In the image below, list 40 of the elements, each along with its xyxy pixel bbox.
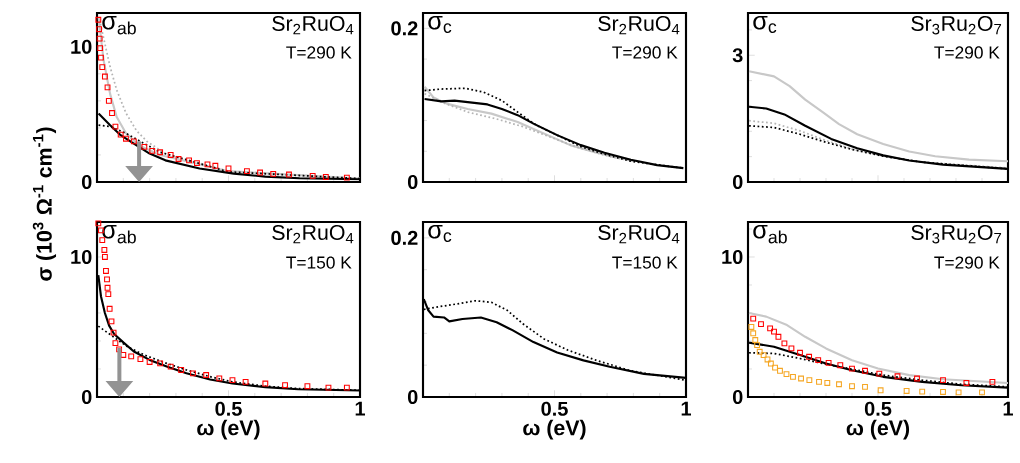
annotation: T=290 K	[934, 46, 1000, 59]
x-axis-title: ω (eV)	[846, 419, 910, 440]
x-tick-label: 0.5	[541, 401, 568, 416]
annotation: σ$_{c}$	[428, 224, 452, 242]
y-tick-label: 0	[732, 174, 743, 190]
annotation: Sr$_{2}$RuO$_{4}$	[272, 15, 354, 35]
x-axis-title: ω (eV)	[197, 419, 260, 440]
annotation: σ$_{ab}$	[102, 15, 136, 35]
y-tick-label: 0.2	[391, 230, 418, 245]
x-tick-label: 1	[1003, 401, 1013, 416]
y-axis-title: σ (10$^{3}$ Ω$^{-1}$ cm$^{-1}$)	[32, 127, 57, 281]
annotation: Sr$_{3}$Ru$_{2}$O$_{7}$	[911, 15, 1002, 35]
y-tick-label: 0	[81, 389, 92, 405]
annotation: σ$_{ab}$	[102, 224, 136, 244]
y-tick-label: 3	[732, 48, 743, 63]
y-tick-label: 0	[732, 389, 743, 405]
annotation: T=290 K	[612, 46, 678, 59]
annotation: T=290 K	[286, 46, 352, 59]
y-tick-label: 10	[71, 39, 92, 54]
annotation: σ$_{c}$	[753, 15, 777, 33]
x-tick-label: 0.5	[215, 401, 242, 416]
x-tick-label: 1	[681, 401, 691, 416]
y-tick-label: 0	[81, 174, 92, 190]
y-tick-label: 10	[722, 249, 743, 265]
annotation: Sr$_{2}$RuO$_{4}$	[598, 224, 680, 244]
annotation: σ$_{ab}$	[753, 224, 787, 244]
annotation: Sr$_{2}$RuO$_{4}$	[272, 224, 354, 244]
annotation: T=150 K	[286, 256, 352, 269]
y-tick-label: 10	[71, 249, 92, 265]
x-tick-label: 0.5	[864, 401, 892, 416]
x-axis-title: ω (eV)	[523, 419, 586, 440]
annotation: Sr$_{3}$Ru$_{2}$O$_{7}$	[911, 224, 1002, 244]
y-tick-label: 0	[407, 174, 418, 190]
y-tick-label: 0.2	[391, 21, 418, 36]
annotation: σ$_{c}$	[428, 15, 452, 33]
y-tick-label: 0	[407, 389, 418, 405]
x-tick-label: 1	[355, 401, 366, 416]
annotation: T=150 K	[612, 256, 678, 269]
annotation: T=290 K	[934, 256, 1000, 269]
annotation: Sr$_{2}$RuO$_{4}$	[598, 15, 680, 35]
